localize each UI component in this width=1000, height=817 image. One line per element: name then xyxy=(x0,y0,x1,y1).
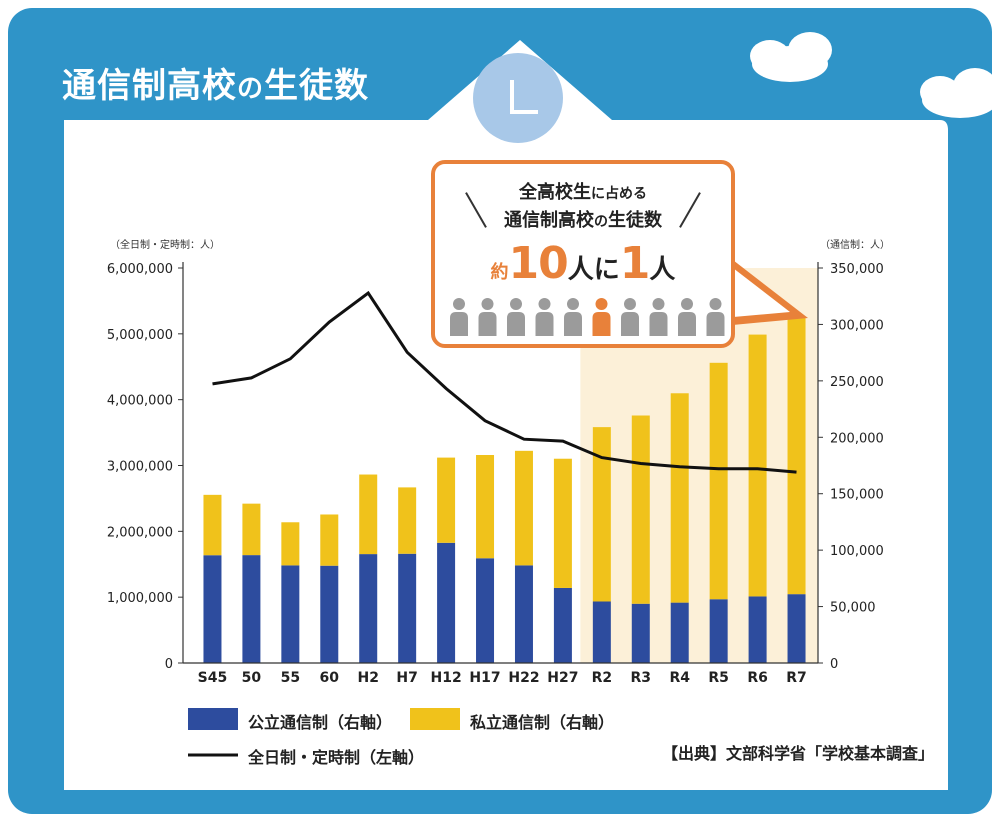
x-tick-label: H2 xyxy=(357,670,378,686)
left-tick-label: 6,000,000 xyxy=(107,262,173,277)
legend-private: 私立通信制（右軸） xyxy=(470,713,615,732)
bar-public xyxy=(514,565,533,663)
x-tick-label: 50 xyxy=(242,670,262,686)
bar-private xyxy=(359,474,378,555)
person-icon xyxy=(678,298,696,336)
bar-public xyxy=(359,554,378,663)
left-axis-label: （全日制・定時制：人） xyxy=(110,238,220,251)
left-tick-label: 1,000,000 xyxy=(107,591,173,606)
bar-private xyxy=(398,487,417,554)
x-tick-label: H7 xyxy=(396,670,417,686)
x-tick-label: R4 xyxy=(669,670,690,686)
legend-swatch-public xyxy=(188,708,238,730)
bar-private xyxy=(437,457,456,543)
person-icon xyxy=(564,298,582,336)
bar-public xyxy=(281,565,300,663)
callout-ratio: 約10人に1人 xyxy=(490,238,676,289)
person-icon xyxy=(535,298,554,336)
bar-public xyxy=(592,601,611,663)
right-tick-label: 250,000 xyxy=(830,375,884,390)
right-tick-label: 200,000 xyxy=(830,431,884,446)
bar-public xyxy=(242,555,261,663)
person-icon xyxy=(478,298,497,336)
bar-private xyxy=(631,415,650,604)
right-tick-label: 50,000 xyxy=(830,601,876,616)
person-icon xyxy=(649,298,668,336)
line-series-fulltime xyxy=(212,290,797,474)
bar-private xyxy=(553,458,572,588)
x-tick-label: H27 xyxy=(547,670,578,686)
person-icon xyxy=(706,298,725,336)
bar-private xyxy=(281,522,300,566)
left-tick-label: 0 xyxy=(165,657,173,672)
right-tick-label: 150,000 xyxy=(830,488,884,503)
x-tick-label: H17 xyxy=(469,670,500,686)
bar-public xyxy=(631,603,650,663)
x-tick-label: H12 xyxy=(430,670,461,686)
legend-swatch-private xyxy=(410,708,460,730)
x-tick-label: 55 xyxy=(281,670,300,686)
left-tick-label: 3,000,000 xyxy=(107,460,173,475)
person-icon xyxy=(621,298,639,336)
bar-public xyxy=(748,596,767,663)
bar-private xyxy=(748,334,767,597)
bar-public xyxy=(709,599,728,663)
callout-line2: 通信制高校の生徒数 xyxy=(504,210,662,231)
legend-line: 全日制・定時制（左軸） xyxy=(248,748,425,767)
bar-public xyxy=(437,542,456,663)
x-tick-label: 60 xyxy=(320,670,340,686)
right-tick-label: 300,000 xyxy=(830,318,884,333)
cloud-icon xyxy=(750,32,832,82)
bar-public xyxy=(553,587,572,663)
bar-public xyxy=(670,602,689,663)
legend-public: 公立通信制（右軸） xyxy=(248,713,393,732)
x-tick-label: R6 xyxy=(747,670,768,686)
source-citation: 【出典】文部科学省「学校基本調査」 xyxy=(662,744,935,763)
x-tick-label: R2 xyxy=(592,670,613,686)
left-tick-label: 2,000,000 xyxy=(107,525,173,540)
bar-private xyxy=(320,514,339,566)
x-tick-label: S45 xyxy=(198,670,228,686)
bar-private xyxy=(592,427,611,602)
x-tick-label: R5 xyxy=(708,670,729,686)
cloud-icon xyxy=(920,68,998,118)
people-icons xyxy=(450,298,725,336)
bar-private xyxy=(670,393,689,603)
clock-icon xyxy=(473,53,563,143)
callout-box: 全高校生に占める 通信制高校の生徒数 約10人に1人 xyxy=(431,160,735,348)
callout-line1: 全高校生に占める xyxy=(519,182,647,203)
right-tick-label: 350,000 xyxy=(830,262,884,277)
bar-private xyxy=(242,503,261,556)
bar-private xyxy=(203,494,222,556)
person-icon xyxy=(592,298,611,336)
bar-public xyxy=(787,594,806,663)
x-tick-label: R7 xyxy=(786,670,807,686)
left-tick-label: 4,000,000 xyxy=(107,394,173,409)
person-icon xyxy=(507,298,525,336)
bar-private xyxy=(709,362,728,600)
bar-private xyxy=(514,450,533,566)
page-title: 通信制高校の生徒数 xyxy=(62,66,370,106)
bar-private xyxy=(476,455,495,559)
right-tick-label: 100,000 xyxy=(830,544,884,559)
right-axis-label: （通信制：人） xyxy=(820,238,890,251)
bar-public xyxy=(320,565,339,663)
bar-public xyxy=(203,555,222,663)
person-icon xyxy=(450,298,468,336)
bar-public xyxy=(398,553,417,663)
bar-public xyxy=(476,558,495,663)
x-tick-label: H22 xyxy=(508,670,539,686)
left-tick-label: 5,000,000 xyxy=(107,328,173,343)
right-tick-label: 0 xyxy=(830,657,838,672)
x-tick-label: R3 xyxy=(631,670,652,686)
bar-private xyxy=(787,317,806,595)
